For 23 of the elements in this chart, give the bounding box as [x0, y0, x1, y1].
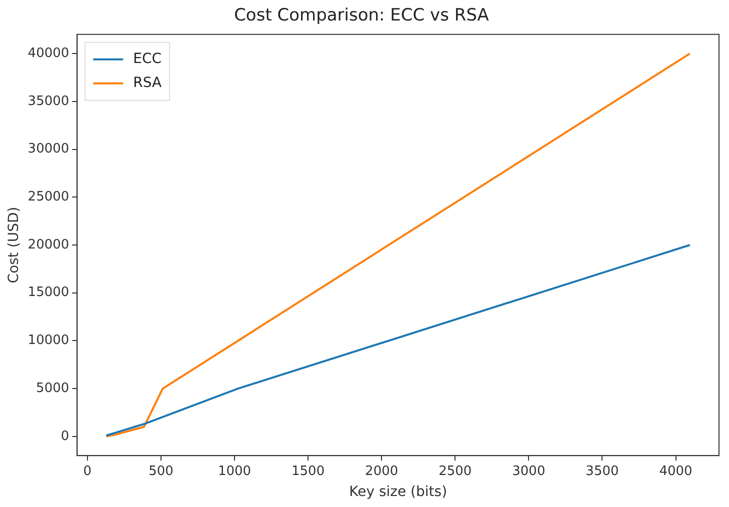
- legend-label: RSA: [133, 75, 162, 92]
- y-tick-label: 35000: [28, 94, 70, 109]
- x-axis-title: Key size (bits): [349, 484, 448, 500]
- y-tick-label: 5000: [36, 380, 70, 396]
- x-tick-label: 1000: [218, 464, 252, 479]
- x-tick-label: 4000: [659, 464, 692, 479]
- x-tick-label: 0: [83, 464, 92, 479]
- x-tick-label: 3500: [586, 464, 619, 479]
- x-tick-label: 1500: [292, 464, 325, 479]
- y-tick-label: 20000: [28, 237, 70, 252]
- y-axis-title: Cost (USD): [6, 206, 22, 284]
- x-tick-label: 500: [148, 464, 174, 479]
- y-tick-label: 15000: [28, 285, 70, 300]
- y-tick-label: 0: [60, 428, 70, 444]
- x-tick-label: 3000: [512, 464, 546, 479]
- x-tick-label: 2500: [438, 464, 472, 479]
- y-tick-label: 30000: [28, 142, 70, 157]
- legend-label: ECC: [133, 51, 162, 68]
- y-tick-label: 40000: [28, 46, 70, 61]
- x-tick-label: 2000: [365, 464, 398, 479]
- y-tick-label: 25000: [28, 190, 70, 205]
- chart-title: Cost Comparison: ECC vs RSA: [234, 6, 490, 26]
- y-tick-label: 10000: [28, 333, 70, 348]
